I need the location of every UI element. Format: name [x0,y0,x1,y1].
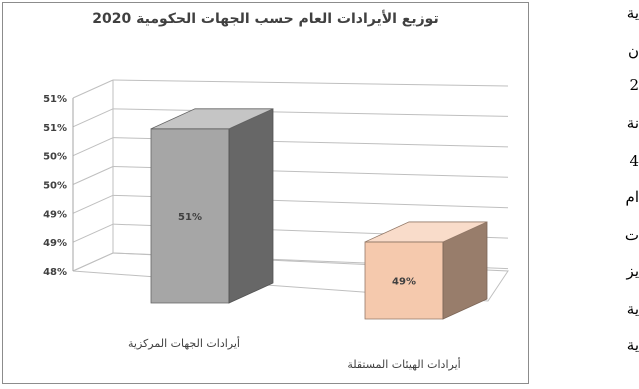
y-tick-label: 49% [43,238,67,249]
gridline-side [72,137,114,157]
x-category-label: أيرادات الجهات المركزية [128,336,240,350]
side-text-line: ن [627,42,639,60]
y-tick-label: 49% [43,209,67,220]
side-text-line: ية [626,300,639,318]
y-tick-label: 50% [43,181,67,192]
chart-container: توزيع الأيرادات العام حسب الجهات الحكومي… [2,2,529,384]
y-tick-label: 51% [43,94,67,105]
gridline-side [72,194,114,214]
side-text-line: 4 [629,152,639,170]
data-label: 51% [178,212,202,223]
side-paragraph-fragment: ية ن 2 نة 4 ام ت يز ية ية [535,0,639,389]
gridline [112,79,509,87]
side-text-line: يز [626,262,639,280]
gridline-side [72,79,114,99]
bar-side [228,108,274,304]
gridline [112,108,509,117]
gridline-side [72,108,114,128]
bar-top [364,221,488,243]
data-label: 49% [392,276,416,287]
chart-title: توزيع الأيرادات العام حسب الجهات الحكومي… [92,11,439,27]
side-text-line: نة [626,114,639,132]
x-category-label: أيرادات الهيئات المستقلة [347,357,460,371]
gridline-side [72,166,114,185]
bar-top [150,108,274,130]
y-tick-label: 50% [43,152,67,163]
side-text-line: ية [626,4,639,22]
side-text-line: ية [626,336,639,354]
chart-plot-area: 48% 49% 49% 50% 50% 51% 51% 51% أيرادات الجهات ا… [43,79,509,371]
gridline-side [72,223,114,243]
y-tick-label: 48% [43,267,67,278]
side-text-line: ام [625,188,639,206]
side-text-line: 2 [629,76,639,94]
y-tick-label: 51% [43,123,67,134]
side-text-line: ت [624,226,639,244]
gridline-side [72,252,114,272]
